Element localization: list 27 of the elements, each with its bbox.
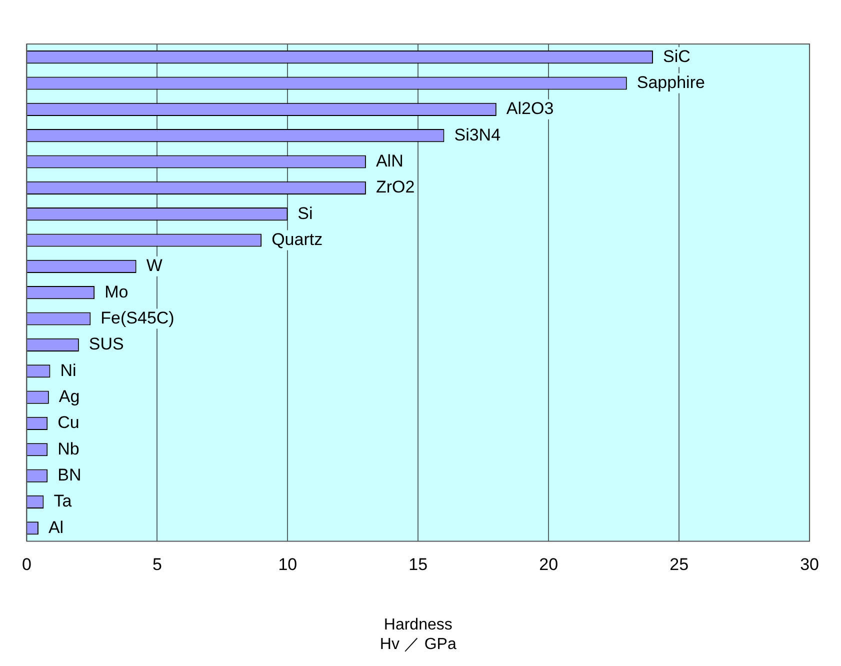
x-tick-label: 10 — [278, 555, 298, 574]
x-tick-label: 0 — [22, 555, 32, 574]
x-tick-label: 30 — [800, 555, 820, 574]
y-tick-label: ZrO2 — [376, 178, 415, 197]
y-tick-label: Ta — [54, 492, 72, 511]
y-tick-label: Quartz — [272, 230, 323, 249]
y-tick-label: Sapphire — [636, 72, 705, 92]
x-tick-label: 15 — [408, 555, 428, 574]
x-axis-title: Hardness Hv ／ GPa — [380, 616, 456, 653]
x-tick-label: 25 — [670, 555, 689, 574]
y-tick-label: SiC — [662, 46, 690, 66]
y-tick-label: Mo — [104, 282, 128, 302]
y-tick-label: Cu — [58, 413, 80, 432]
y-tick-label: Ni — [60, 360, 76, 380]
y-tick-label: AlN — [376, 151, 404, 170]
y-tick-label: BN — [58, 465, 82, 484]
y-tick-label: Si3N4 — [454, 125, 501, 144]
y-tick-label: W — [146, 256, 162, 276]
x-tick-label: 20 — [539, 555, 558, 574]
y-tick-label: Fe(S45C) — [100, 308, 174, 328]
y-tick-label: Ag — [58, 386, 80, 406]
x-tick-label: 5 — [152, 555, 162, 574]
y-tick-label: Nb — [58, 439, 80, 458]
y-tick-label: Si — [298, 204, 313, 223]
y-tick-label: Al2O3 — [506, 99, 554, 118]
y-tick-label: Al — [48, 518, 64, 537]
y-tick-label: SUS — [88, 334, 124, 354]
